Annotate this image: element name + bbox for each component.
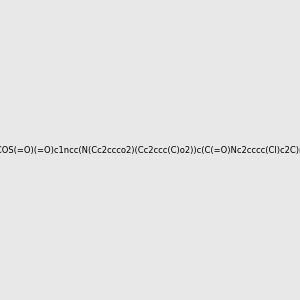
Text: CCOS(=O)(=O)c1ncc(N(Cc2ccco2)(Cc2ccc(C)o2))c(C(=O)Nc2cccc(Cl)c2C)n1: CCOS(=O)(=O)c1ncc(N(Cc2ccco2)(Cc2ccc(C)o…	[0, 146, 300, 154]
